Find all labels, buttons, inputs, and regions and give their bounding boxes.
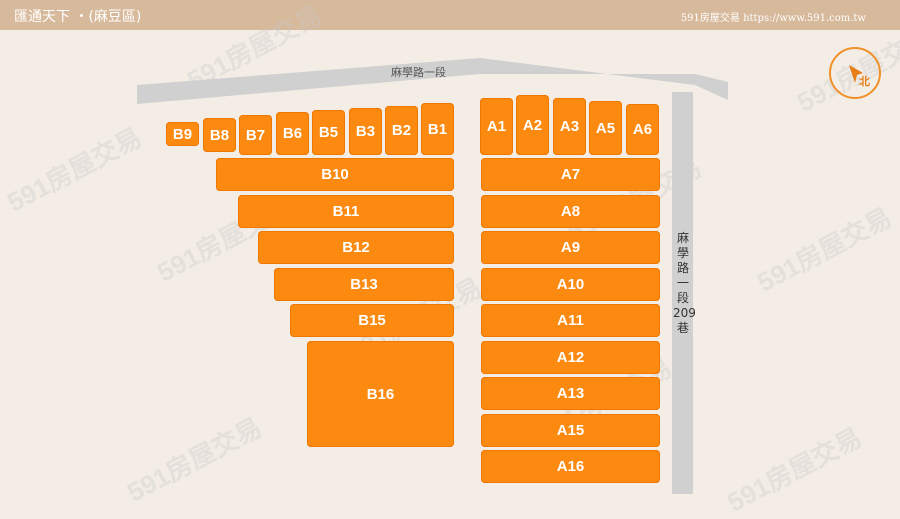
right-road bbox=[672, 92, 693, 494]
road-char: 209 bbox=[673, 306, 696, 320]
lot-B12[interactable]: B12 bbox=[258, 231, 454, 264]
top-road bbox=[137, 58, 728, 104]
lot-A10[interactable]: A10 bbox=[481, 268, 660, 301]
lot-A16[interactable]: A16 bbox=[481, 450, 660, 483]
lot-B1[interactable]: B1 bbox=[421, 103, 454, 155]
lot-B11[interactable]: B11 bbox=[238, 195, 454, 228]
site-url: 591房屋交易 https://www.591.com.tw bbox=[680, 13, 866, 24]
lot-B8[interactable]: B8 bbox=[203, 118, 236, 152]
right-road-label: 麻 學 路 一 段 209 巷 bbox=[673, 231, 696, 336]
lot-B13[interactable]: B13 bbox=[274, 268, 454, 301]
road-char: 學 bbox=[676, 246, 689, 260]
compass-arrow-icon bbox=[849, 65, 863, 83]
top-road-label: 麻學路一段 bbox=[391, 66, 446, 79]
lot-B5[interactable]: B5 bbox=[312, 110, 345, 155]
lot-A9[interactable]: A9 bbox=[481, 231, 660, 264]
north-compass: 北 bbox=[829, 47, 881, 99]
lot-A11[interactable]: A11 bbox=[481, 304, 660, 337]
lot-A3[interactable]: A3 bbox=[553, 98, 586, 155]
lot-B10[interactable]: B10 bbox=[216, 158, 454, 191]
lot-A8[interactable]: A8 bbox=[481, 195, 660, 228]
lot-B2[interactable]: B2 bbox=[385, 106, 418, 155]
road-char: 巷 bbox=[676, 321, 689, 335]
lot-B15[interactable]: B15 bbox=[290, 304, 454, 337]
lot-B6[interactable]: B6 bbox=[276, 112, 309, 155]
page-title: 匯通天下 ・(麻豆區) bbox=[14, 9, 142, 25]
lot-A12[interactable]: A12 bbox=[481, 341, 660, 374]
header-bar: 匯通天下 ・(麻豆區) 591房屋交易 https://www.591.com.… bbox=[0, 0, 900, 30]
lot-B3[interactable]: B3 bbox=[349, 108, 382, 155]
road-char: 段 bbox=[676, 291, 689, 305]
lot-A1[interactable]: A1 bbox=[480, 98, 513, 155]
lot-A15[interactable]: A15 bbox=[481, 414, 660, 447]
lot-A2[interactable]: A2 bbox=[516, 95, 549, 155]
lot-A6[interactable]: A6 bbox=[626, 104, 659, 155]
lot-A7[interactable]: A7 bbox=[481, 158, 660, 191]
lot-B16[interactable]: B16 bbox=[307, 341, 454, 447]
lot-A13[interactable]: A13 bbox=[481, 377, 660, 410]
road-char: 麻 bbox=[676, 231, 689, 245]
road-char: 一 bbox=[676, 276, 689, 290]
compass-label: 北 bbox=[859, 75, 870, 88]
road-char: 路 bbox=[676, 261, 689, 275]
lot-B9[interactable]: B9 bbox=[166, 122, 199, 146]
lot-B7[interactable]: B7 bbox=[239, 115, 272, 155]
lot-A5[interactable]: A5 bbox=[589, 101, 622, 155]
